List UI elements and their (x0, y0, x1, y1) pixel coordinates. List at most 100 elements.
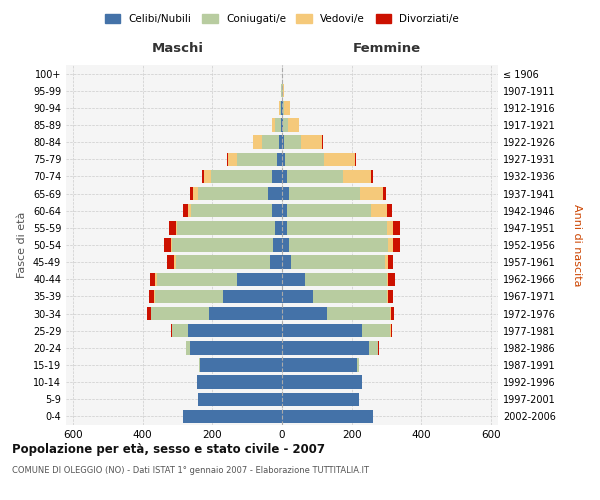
Bar (282, 392, 359, 406)
Bar (388, 290, 393, 303)
Bar (282, 256, 291, 269)
Bar (237, 152, 277, 166)
Bar (272, 118, 275, 132)
Legend: Celibi/Nubili, Coniugati/e, Vedovi/e, Divorziati/e: Celibi/Nubili, Coniugati/e, Vedovi/e, Di… (101, 10, 463, 29)
Bar (154, 290, 155, 303)
Bar (301, 136, 322, 149)
Bar (282, 238, 289, 252)
Bar (176, 256, 270, 269)
Bar (390, 307, 391, 320)
Bar (211, 170, 272, 183)
Bar (282, 324, 362, 338)
Bar (357, 358, 359, 372)
Bar (188, 204, 191, 218)
Bar (272, 170, 282, 183)
Bar (386, 221, 394, 234)
Bar (157, 272, 237, 286)
Bar (273, 238, 282, 252)
Bar (188, 324, 282, 338)
Bar (371, 204, 386, 218)
Bar (282, 187, 289, 200)
Bar (176, 221, 178, 234)
Bar (355, 152, 356, 166)
Bar (178, 221, 275, 234)
Bar (183, 204, 188, 218)
Bar (305, 272, 386, 286)
Bar (388, 256, 394, 269)
Bar (388, 272, 395, 286)
Bar (313, 290, 386, 303)
Bar (362, 324, 390, 338)
Bar (289, 238, 388, 252)
Bar (275, 221, 282, 234)
Bar (190, 187, 193, 200)
Bar (272, 204, 282, 218)
Bar (282, 221, 287, 234)
Bar (164, 238, 170, 252)
Bar (286, 152, 324, 166)
Bar (282, 101, 283, 114)
Bar (170, 238, 172, 252)
Bar (386, 204, 392, 218)
Bar (191, 204, 272, 218)
Bar (155, 272, 157, 286)
Bar (149, 272, 155, 286)
Bar (197, 376, 282, 389)
Bar (275, 118, 281, 132)
Bar (209, 307, 282, 320)
Bar (390, 324, 391, 338)
Bar (199, 358, 200, 372)
Bar (282, 341, 369, 354)
Bar (287, 204, 371, 218)
Bar (322, 136, 323, 149)
Bar (289, 187, 361, 200)
Bar (283, 101, 284, 114)
Bar (383, 187, 386, 200)
Bar (199, 392, 282, 406)
Bar (203, 170, 211, 183)
Bar (268, 187, 282, 200)
Bar (394, 221, 400, 234)
Bar (386, 272, 388, 286)
Bar (278, 101, 280, 114)
Bar (283, 84, 284, 98)
Bar (282, 152, 286, 166)
Bar (228, 152, 237, 166)
Bar (288, 118, 299, 132)
Bar (270, 256, 282, 269)
Bar (369, 341, 378, 354)
Bar (386, 290, 388, 303)
Bar (279, 136, 282, 149)
Bar (253, 136, 262, 149)
Bar (151, 307, 209, 320)
Bar (284, 136, 301, 149)
Bar (280, 101, 281, 114)
Bar (371, 170, 373, 183)
Bar (237, 272, 282, 286)
Bar (282, 170, 287, 183)
Bar (174, 256, 176, 269)
Bar (283, 118, 288, 132)
Bar (287, 221, 386, 234)
Bar (291, 256, 385, 269)
Bar (147, 307, 151, 320)
Bar (281, 118, 282, 132)
Bar (183, 410, 282, 423)
Bar (227, 152, 228, 166)
Bar (193, 187, 199, 200)
Bar (169, 221, 176, 234)
Bar (282, 272, 305, 286)
Text: COMUNE DI OLEGGIO (NO) - Dati ISTAT 1° gennaio 2007 - Elaborazione TUTTITALIA.IT: COMUNE DI OLEGGIO (NO) - Dati ISTAT 1° g… (12, 466, 369, 475)
Bar (282, 376, 362, 389)
Bar (155, 290, 223, 303)
Bar (282, 204, 287, 218)
Bar (282, 358, 357, 372)
Bar (282, 290, 313, 303)
Y-axis label: Fasce di età: Fasce di età (17, 212, 27, 278)
Bar (199, 187, 268, 200)
Bar (388, 238, 394, 252)
Bar (327, 307, 390, 320)
Bar (343, 170, 371, 183)
Text: Popolazione per età, sesso e stato civile - 2007: Popolazione per età, sesso e stato civil… (12, 442, 325, 456)
Bar (262, 136, 279, 149)
